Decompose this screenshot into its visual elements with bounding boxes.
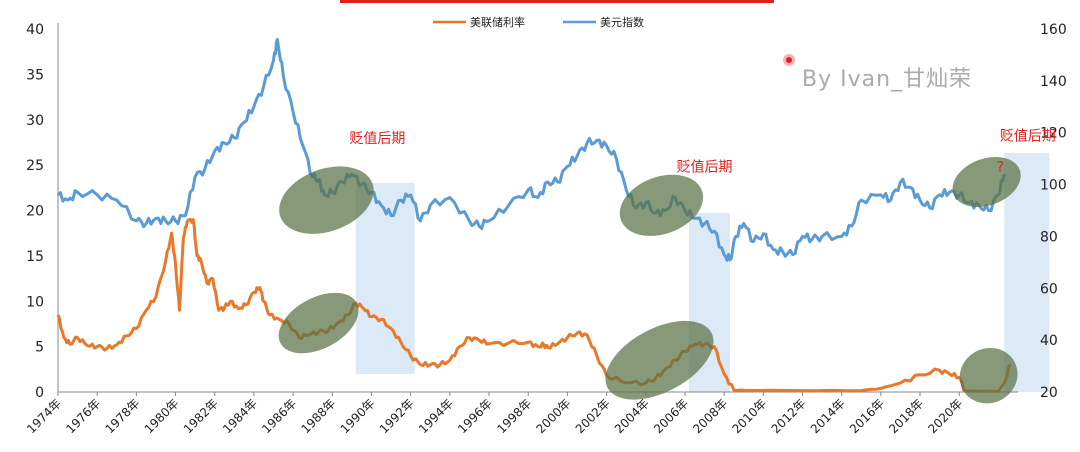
x-tick-22: 2018年 bbox=[886, 396, 926, 436]
right-tick-4: 100 bbox=[1040, 178, 1067, 194]
x-tick-19: 2012年 bbox=[769, 396, 809, 436]
x-tick-15: 2004年 bbox=[612, 396, 652, 436]
left-tick-3: 15 bbox=[26, 249, 44, 265]
x-tick-17: 2008年 bbox=[690, 396, 730, 436]
x-tick-3: 1980年 bbox=[142, 396, 182, 436]
left-tick-2: 10 bbox=[26, 294, 44, 310]
watermark-text: By Ivan_甘灿荣 bbox=[802, 67, 972, 92]
highlight-ellipse-2 bbox=[619, 174, 704, 236]
left-tick-1: 5 bbox=[35, 340, 44, 356]
right-tick-6: 140 bbox=[1040, 74, 1067, 90]
right-axis-ticks: 20 40 60 80 100 120 140 160 bbox=[1040, 22, 1067, 401]
x-tick-16: 2006年 bbox=[651, 396, 691, 436]
x-tick-11: 1996年 bbox=[455, 396, 495, 436]
right-tick-3: 80 bbox=[1040, 229, 1058, 245]
x-axis-ticks: 1974年 1976年 1978年 1980年 1982年 1984年 1986年 1988年… bbox=[24, 392, 965, 436]
annotation-2: 贬值后期 bbox=[1000, 128, 1056, 144]
highlight-ellipse-5 bbox=[959, 347, 1018, 404]
left-tick-6: 30 bbox=[26, 113, 44, 129]
red-dot-core bbox=[786, 57, 792, 63]
right-tick-1: 40 bbox=[1040, 333, 1058, 349]
series-line-fed-rate bbox=[56, 217, 1012, 393]
highlight-ellipses bbox=[278, 156, 1021, 404]
annotation-0: 贬值后期 bbox=[349, 131, 405, 147]
x-tick-0: 1974年 bbox=[24, 396, 64, 436]
x-tick-12: 1998年 bbox=[494, 396, 534, 436]
x-tick-8: 1990年 bbox=[338, 396, 378, 436]
annotation-3: ? bbox=[997, 160, 1004, 176]
right-tick-0: 20 bbox=[1040, 385, 1058, 401]
x-tick-2: 1978年 bbox=[103, 396, 143, 436]
x-tick-14: 2002年 bbox=[573, 396, 613, 436]
x-tick-5: 1984年 bbox=[220, 396, 260, 436]
top-accent-bar bbox=[340, 0, 774, 3]
highlight-ellipse-1 bbox=[278, 292, 359, 354]
x-tick-23: 2020年 bbox=[925, 396, 965, 436]
legend-label-fed-rate: 美联储利率 bbox=[470, 15, 525, 29]
left-tick-5: 25 bbox=[26, 158, 44, 174]
left-tick-0: 0 bbox=[35, 385, 44, 401]
highlight-ellipse-3 bbox=[605, 320, 714, 400]
x-tick-6: 1986年 bbox=[259, 396, 299, 436]
x-tick-1: 1976年 bbox=[63, 396, 103, 436]
left-axis-ticks: 0 5 10 15 20 25 30 35 40 bbox=[26, 22, 44, 401]
x-tick-13: 2000年 bbox=[534, 396, 574, 436]
x-tick-21: 2016年 bbox=[847, 396, 887, 436]
right-tick-2: 60 bbox=[1040, 281, 1058, 297]
left-tick-4: 20 bbox=[26, 204, 44, 220]
legend-label-usd-index: 美元指数 bbox=[600, 15, 644, 29]
x-tick-18: 2010年 bbox=[729, 396, 769, 436]
highlight-ellipse-0 bbox=[279, 166, 374, 234]
series-line-usd-index bbox=[56, 37, 1006, 262]
series-lines bbox=[56, 37, 1012, 393]
left-tick-8: 40 bbox=[26, 22, 44, 38]
x-tick-7: 1988年 bbox=[298, 396, 338, 436]
x-tick-4: 1982年 bbox=[181, 396, 221, 436]
x-tick-9: 1992年 bbox=[377, 396, 417, 436]
x-tick-10: 1994年 bbox=[416, 396, 456, 436]
right-tick-5: 120 bbox=[1040, 126, 1067, 142]
left-tick-7: 35 bbox=[26, 67, 44, 83]
legend: 美联储利率 美元指数 bbox=[433, 15, 644, 29]
watermark: By Ivan_甘灿荣 bbox=[783, 54, 972, 92]
highlight-ellipse-4 bbox=[952, 156, 1021, 208]
right-tick-7: 160 bbox=[1040, 22, 1067, 38]
annotation-1: 贬值后期 bbox=[677, 160, 733, 176]
x-tick-20: 2014年 bbox=[808, 396, 848, 436]
